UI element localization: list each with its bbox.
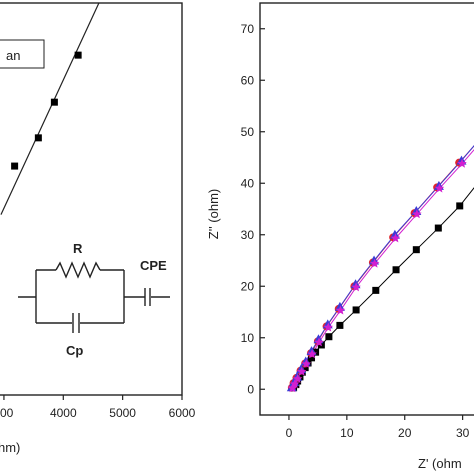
series-line-circle: [291, 145, 474, 388]
right-y-tick-label: 70: [241, 22, 255, 36]
left-x-tick-label: 5000: [109, 406, 136, 420]
data-point-square: [325, 333, 333, 341]
data-point-square: [301, 364, 309, 372]
data-point-square: [456, 202, 464, 210]
data-point-star: [314, 337, 324, 347]
data-point-star: [412, 209, 422, 219]
data-point-star: [289, 379, 300, 389]
right-x-tick-label: 10: [340, 426, 354, 440]
data-point-square: [308, 354, 316, 362]
right-x-tick-label: 30: [456, 426, 470, 440]
data-point-star: [323, 322, 334, 332]
data-point-square: [412, 246, 420, 254]
data-point-triangle: [334, 301, 345, 311]
right-series-lines: [291, 145, 474, 389]
right-y-tick-label: 20: [241, 279, 255, 293]
right-y-tick-label: 30: [241, 228, 255, 242]
left-data-point: [11, 162, 19, 170]
data-point-square: [352, 306, 360, 314]
data-point-star: [390, 233, 401, 243]
right-x-tick-label: 0: [286, 426, 293, 440]
left-x-axis-label: hm): [0, 440, 20, 455]
right-y-tick-label: 60: [241, 73, 255, 87]
data-point-square: [434, 224, 442, 232]
resistor-symbol: [55, 261, 101, 279]
data-point-star: [434, 183, 445, 193]
right-plot-frame: [259, 2, 474, 416]
data-point-star: [296, 366, 307, 376]
right-x-axis-label: Z' (ohm: [418, 456, 462, 471]
data-point-star: [307, 349, 317, 359]
left-x-tick-label: 4000: [50, 406, 77, 420]
data-point-star: [457, 158, 467, 168]
capacitor-label: Cp: [66, 343, 83, 358]
right-y-tick-label: 0: [247, 382, 254, 396]
left-data-point: [74, 51, 82, 59]
right-xticks: 0 10 20 30: [286, 415, 470, 440]
right-marks: [286, 155, 467, 393]
left-x-tick-label: 00: [0, 406, 14, 420]
series-line-triangle: [291, 145, 474, 388]
data-point-star: [369, 258, 380, 268]
right-panel: 0 10 20 30 0 10 20 30 40 50 60 70 Z'' (ohm) Z' (oh…: [206, 2, 474, 471]
data-point-triangle: [389, 229, 400, 239]
legend: an: [0, 39, 45, 69]
left-data-point: [34, 134, 42, 142]
right-yticks: 0 10 20 30 40 50 60 70: [241, 22, 265, 396]
data-point-star: [351, 282, 361, 292]
left-x-tick-label: 6000: [169, 406, 196, 420]
left-data-point: [50, 98, 58, 106]
data-point-square: [312, 348, 320, 356]
left-marks: [0, 2, 100, 215]
right-y-tick-label: 50: [241, 125, 255, 139]
data-point-square: [392, 266, 400, 274]
left-plot-frame: [0, 2, 183, 396]
legend-box: [0, 39, 45, 69]
resistor-label: R: [73, 241, 83, 256]
data-point-star: [301, 359, 312, 369]
data-point-square: [372, 286, 380, 294]
data-point-square: [336, 321, 344, 329]
data-point-star: [335, 305, 346, 315]
fit-line: [0, 2, 100, 215]
left-xticks: 00 4000 5000 6000: [0, 395, 196, 420]
right-y-axis-label: Z'' (ohm): [206, 189, 221, 239]
equivalent-circuit: [18, 261, 170, 333]
right-y-tick-label: 10: [241, 331, 255, 345]
left-panel: 00 4000 5000 6000 an R CPE Cp hm): [0, 2, 196, 455]
data-point-star: [292, 373, 303, 383]
right-x-tick-label: 20: [398, 426, 412, 440]
right-y-tick-label: 40: [241, 176, 255, 190]
legend-text: an: [6, 48, 20, 63]
cpe-label: CPE: [140, 258, 167, 273]
series-line-square: [293, 187, 474, 389]
